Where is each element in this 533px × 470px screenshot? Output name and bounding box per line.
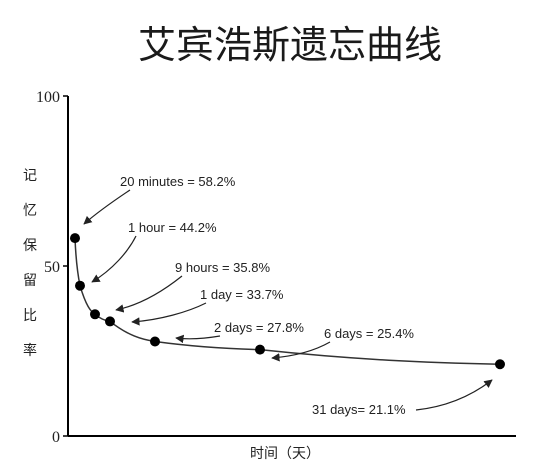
x-axis-label: 时间（天） [250,446,320,462]
data-point [255,344,265,355]
data-label: 9 hours = 35.8% [175,260,270,275]
data-point [75,280,85,291]
forgetting-curve-line [74,238,501,366]
annotation-arrow [415,379,493,411]
data-label: 1 hour = 44.2% [128,220,217,235]
data-point [150,336,160,347]
data-label: 31 days= 21.1% [312,402,406,417]
annotation-arrow [115,275,183,313]
y-tick-label: 0 [52,429,60,446]
annotation-arrow [175,334,221,344]
y-tick-label: 100 [36,89,60,106]
data-label: 2 days = 27.8% [214,320,304,335]
data-label: 20 minutes = 58.2% [120,174,236,189]
y-axis-label: 记忆保留比率 [23,168,37,359]
annotation-arrow [91,235,137,283]
annotation-arrow [83,189,131,225]
y-tick-label: 50 [44,259,60,276]
data-label: 1 day = 33.7% [200,287,284,302]
annotation-arrow [271,341,331,362]
annotation-arrow [131,302,207,326]
data-point [495,359,505,370]
data-label: 6 days = 25.4% [324,326,414,341]
data-point [105,316,115,327]
data-point [70,233,80,244]
data-point [90,309,100,320]
chart-title: 艾宾浩斯遗忘曲线 [138,23,442,67]
